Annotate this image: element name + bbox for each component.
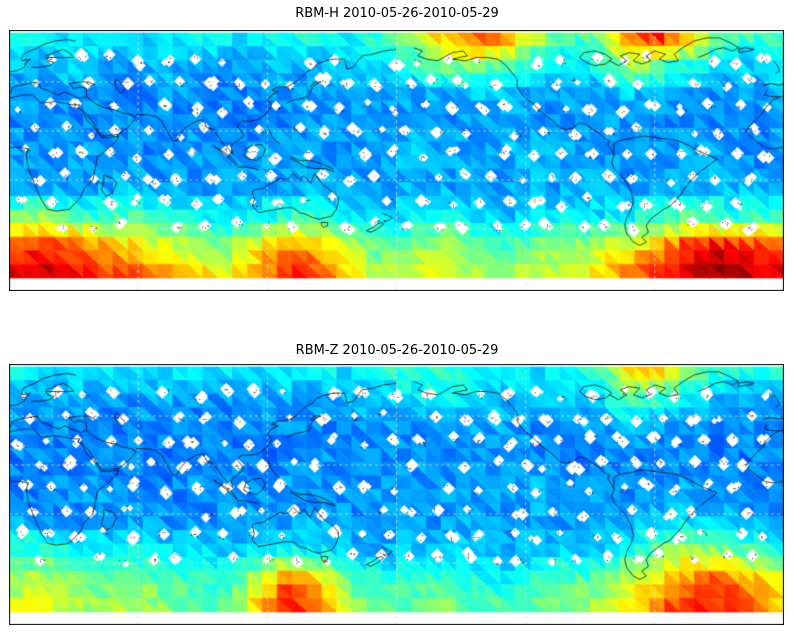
rbm-z-map-canvas [9,364,784,625]
rbm-h-panel-title: RBM-H 2010-05-26-2010-05-29 [295,6,499,21]
rbm-h-map-canvas [9,30,784,291]
rbm-z-panel-title: RBM-Z 2010-05-26-2010-05-29 [295,343,499,358]
